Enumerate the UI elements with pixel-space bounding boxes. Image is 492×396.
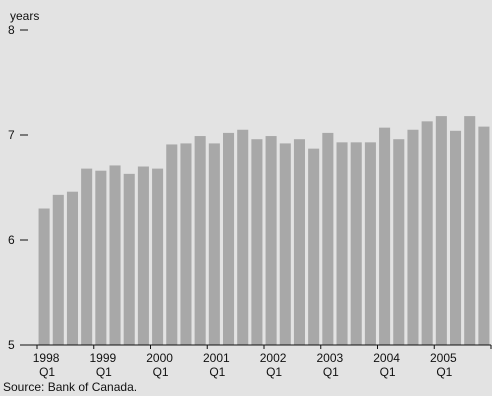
bar (251, 139, 263, 345)
bar (152, 168, 164, 345)
bar (449, 130, 462, 345)
x-axis: 1998Q11999Q12000Q12001Q12002Q12003Q12004… (22, 344, 492, 379)
bar (208, 143, 220, 345)
bar (237, 129, 249, 345)
bar (180, 143, 192, 345)
bar (81, 168, 93, 345)
bar (52, 194, 64, 345)
x-tick-label-year: 2002 (260, 351, 287, 365)
x-tick-label-quarter: Q1 (380, 365, 396, 379)
y-tick-label: 8 (8, 23, 15, 37)
bar (166, 144, 178, 345)
bar (435, 116, 447, 345)
x-tick-label-quarter: Q1 (266, 365, 282, 379)
x-tick-label-year: 2001 (203, 351, 230, 365)
x-tick-label-year: 1999 (89, 351, 116, 365)
bar (109, 165, 121, 345)
y-tick-label: 6 (8, 233, 15, 247)
bar (38, 208, 50, 345)
y-tick-label: 7 (8, 128, 15, 142)
x-tick-label-quarter: Q1 (96, 365, 112, 379)
bar (279, 143, 291, 345)
bar (66, 191, 79, 345)
x-tick-label-quarter: Q1 (436, 365, 452, 379)
bar (478, 126, 490, 345)
x-tick-label-year: 1998 (33, 351, 60, 365)
y-tick-label: 5 (8, 338, 15, 352)
x-tick-label-year: 2005 (430, 351, 457, 365)
x-tick-label-quarter: Q1 (153, 365, 169, 379)
x-tick-label-year: 2000 (146, 351, 173, 365)
x-tick-label-quarter: Q1 (39, 365, 55, 379)
x-tick-label-year: 2004 (373, 351, 400, 365)
bars (38, 116, 490, 346)
bar (194, 136, 206, 345)
source-note: Source: Bank of Canada. (3, 380, 138, 394)
bar (464, 116, 476, 345)
bar (222, 132, 235, 345)
bar (336, 142, 348, 345)
bar (350, 142, 362, 345)
bar (421, 121, 433, 345)
bar (379, 127, 391, 346)
bar (322, 132, 334, 345)
bar (123, 173, 135, 345)
y-axis-label: years (10, 9, 39, 23)
x-tick-label-quarter: Q1 (209, 365, 225, 379)
x-tick-label-quarter: Q1 (323, 365, 339, 379)
bar (364, 142, 376, 345)
bar (407, 129, 419, 345)
bar (293, 139, 306, 345)
y-axis: years 5 6 7 8 (8, 9, 39, 352)
bar (265, 136, 277, 345)
bar (137, 166, 149, 345)
x-tick-label-year: 2003 (316, 351, 343, 365)
bar (308, 148, 320, 345)
bar (95, 170, 107, 345)
bar (393, 139, 405, 345)
